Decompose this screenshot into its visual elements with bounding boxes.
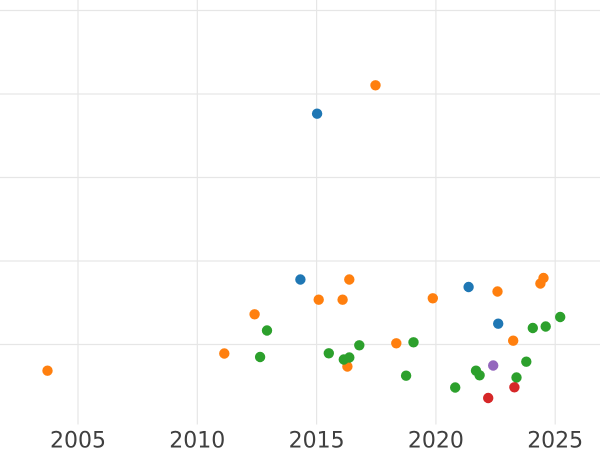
scatter-point-green [521, 356, 532, 367]
scatter-point-red [483, 392, 494, 404]
x-tick-label: 2025 [527, 429, 583, 450]
scatter-point-orange [370, 80, 381, 91]
scatter-point-orange [492, 286, 503, 297]
scatter-point-purple [488, 360, 499, 371]
scatter-point-green [400, 370, 412, 381]
points-layer [42, 80, 566, 404]
scatter-point-blue [311, 108, 323, 119]
scatter-point-green [540, 321, 551, 332]
scatter-point-orange [249, 309, 260, 320]
scatter-point-green [450, 382, 461, 393]
scatter-point-orange [538, 272, 549, 284]
scatter-point-orange [391, 338, 402, 349]
scatter-point-orange [219, 348, 230, 359]
x-tick-label: 2015 [289, 429, 345, 450]
scatter-point-green [511, 372, 522, 383]
scatter-point-blue [493, 318, 504, 329]
scatter-point-green [474, 370, 485, 381]
scatter-point-green [555, 311, 566, 323]
scatter-point-orange [313, 294, 324, 305]
x-tick-label: 2020 [408, 429, 464, 450]
scatter-point-green [323, 348, 334, 359]
scatter-point-green [254, 351, 266, 363]
scatter-point-green [408, 337, 419, 348]
scatter-point-orange [508, 335, 519, 346]
scatter-point-green [527, 322, 538, 334]
scatter-point-blue [295, 274, 306, 285]
x-tick-label: 2005 [50, 429, 106, 450]
scatter-point-orange [337, 294, 348, 305]
scatter-point-orange [42, 365, 53, 376]
scatter-point-orange [427, 293, 438, 304]
scatter-point-green [354, 340, 365, 351]
x-axis-tick-labels: 2005 2010 2015 2020 2025 [50, 429, 583, 450]
scatter-point-red [509, 382, 520, 393]
x-tick-label: 2010 [169, 429, 225, 450]
grid-layer [0, 0, 600, 425]
scatter-point-green [344, 352, 355, 363]
scatter-point-orange [344, 274, 355, 285]
scatter-point-green [261, 325, 273, 336]
scatter-point-blue [463, 281, 474, 293]
